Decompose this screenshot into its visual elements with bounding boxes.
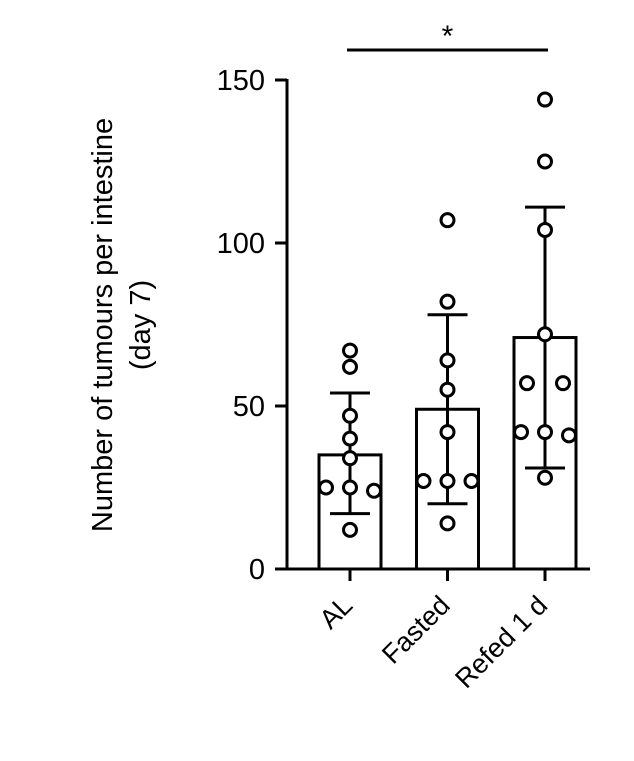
data-point — [342, 450, 358, 467]
data-point — [537, 153, 553, 170]
y-tick-label: 50 — [233, 391, 265, 423]
data-point — [439, 352, 456, 369]
data-point — [537, 91, 553, 108]
data-point — [318, 479, 334, 496]
data-point — [439, 293, 456, 310]
data-point — [342, 430, 358, 447]
data-point — [439, 381, 456, 398]
data-point — [439, 424, 456, 441]
data-point — [537, 221, 553, 238]
y-tick-label: 100 — [217, 228, 265, 260]
data-point — [555, 375, 571, 392]
significance-label: * — [442, 20, 454, 53]
data-point — [342, 521, 358, 538]
x-tick-label: Refed 1 d — [449, 590, 553, 694]
y-tick-label: 0 — [249, 554, 265, 586]
y-axis-label: Number of tumours per intestine — [87, 118, 119, 532]
data-point — [342, 407, 358, 424]
data-point — [561, 427, 577, 444]
data-point — [537, 424, 553, 441]
data-point — [537, 326, 553, 343]
data-point — [537, 469, 553, 486]
data-point — [342, 479, 358, 496]
data-point — [439, 212, 456, 229]
data-point — [519, 375, 535, 392]
data-point — [342, 342, 358, 359]
data-point — [342, 358, 358, 375]
data-point — [513, 424, 529, 441]
data-point — [366, 482, 382, 499]
x-tick-label: Fasted — [376, 590, 456, 670]
data-point — [439, 515, 456, 532]
y-tick-label: 150 — [217, 65, 265, 97]
data-point — [415, 472, 432, 489]
data-point — [439, 472, 456, 489]
y-axis-label: (day 7) — [125, 280, 157, 370]
data-point — [463, 472, 480, 489]
x-tick-label: AL — [314, 590, 359, 635]
